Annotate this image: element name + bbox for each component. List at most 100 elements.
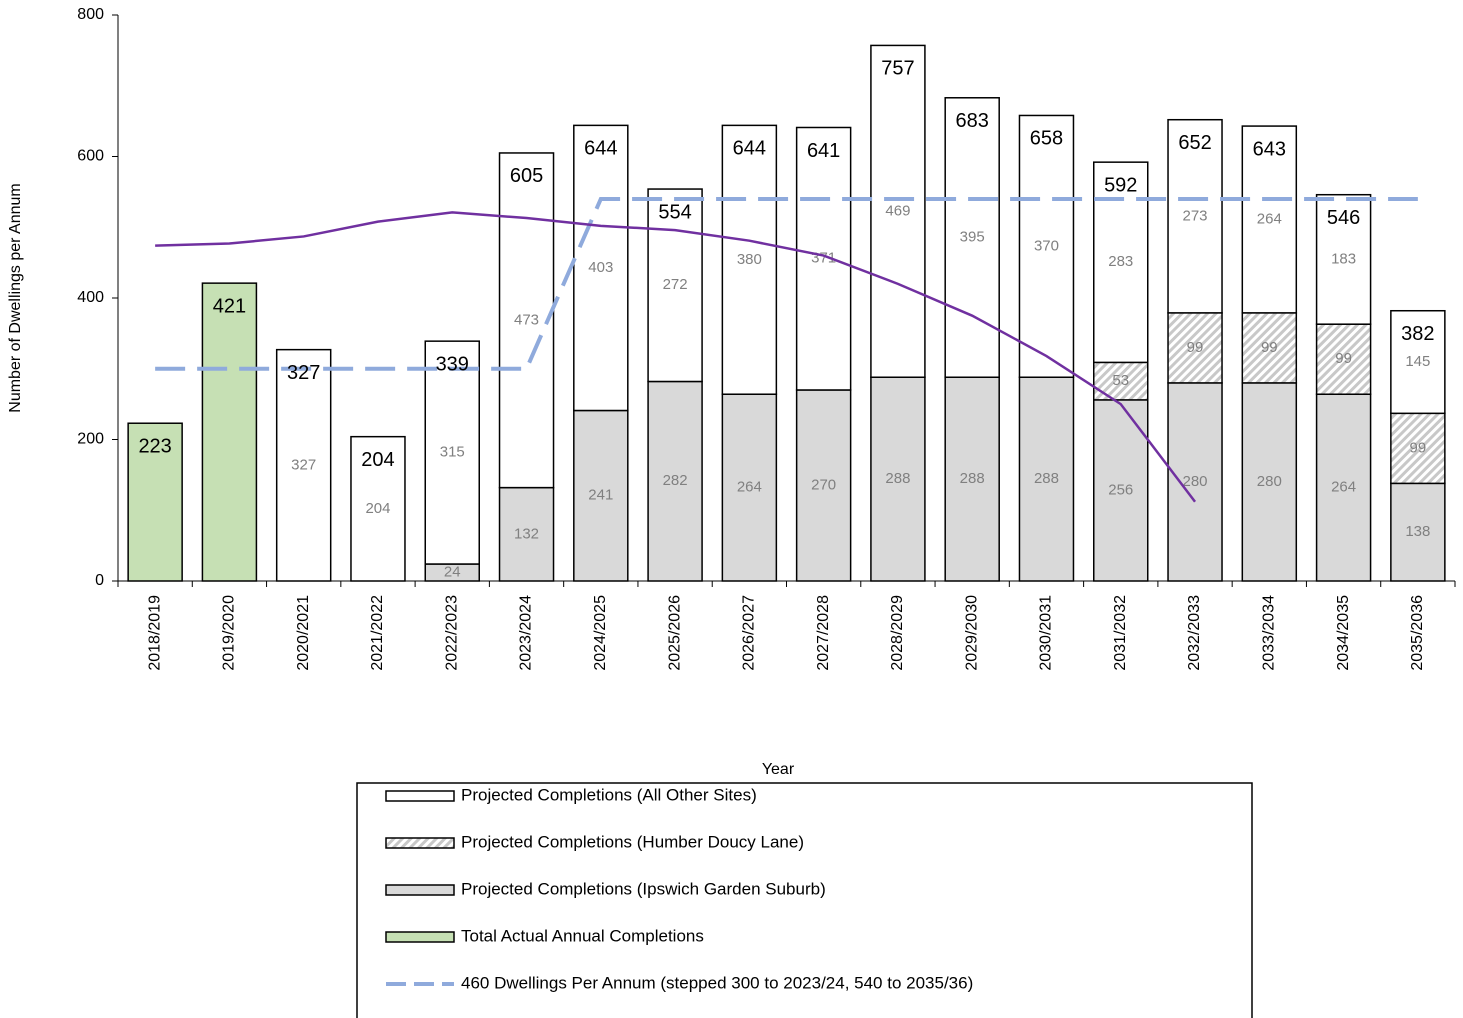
total-label: 546 <box>1327 207 1360 229</box>
total-label: 204 <box>361 449 394 471</box>
segment-label: 288 <box>885 470 910 487</box>
trend-line <box>155 211 1197 503</box>
bar-segment <box>944 97 1000 378</box>
x-tick-label: 2019/2020 <box>221 595 238 671</box>
segment-label: 145 <box>1405 353 1430 370</box>
segment-label: 132 <box>514 525 539 542</box>
bar-segment <box>1093 399 1149 582</box>
bar-segment <box>795 126 852 391</box>
legend-swatch <box>385 837 455 849</box>
segment-label: 272 <box>663 276 688 293</box>
bar-segment <box>1167 312 1223 384</box>
bar-segment <box>1093 161 1149 364</box>
total-label: 757 <box>881 58 914 80</box>
segment-label: 24 <box>444 563 461 580</box>
segment-label: 99 <box>1261 339 1278 356</box>
segment-label: 264 <box>1257 210 1282 227</box>
segment-label: 282 <box>663 472 688 489</box>
y-tick-label: 800 <box>77 6 104 23</box>
x-tick-label: 2026/2027 <box>741 595 758 671</box>
bar-segment <box>870 44 926 378</box>
bar-segment <box>424 340 480 565</box>
x-tick-label: 2028/2029 <box>889 595 906 671</box>
legend-swatch <box>385 884 455 896</box>
x-tick-label: 2022/2023 <box>443 595 460 671</box>
y-tick-label: 0 <box>95 572 104 589</box>
total-label: 652 <box>1178 132 1211 154</box>
total-label: 644 <box>584 138 617 160</box>
legend-label: Projected Completions (All Other Sites) <box>461 785 757 804</box>
segment-label: 99 <box>1410 439 1427 456</box>
total-label: 554 <box>658 201 691 223</box>
total-label: 382 <box>1401 323 1434 345</box>
segment-label: 99 <box>1335 350 1352 367</box>
bar-segment <box>573 409 629 582</box>
bar-segment <box>721 393 778 582</box>
segment-label: 256 <box>1108 481 1133 498</box>
segment-label: 380 <box>737 251 762 268</box>
segment-label: 273 <box>1183 207 1208 224</box>
bar-segment <box>275 348 332 582</box>
x-tick-label: 2029/2030 <box>963 595 980 671</box>
total-label: 643 <box>1253 138 1286 160</box>
x-tick-label: 2020/2021 <box>295 595 312 671</box>
segment-label: 327 <box>291 456 316 473</box>
x-tick-label: 2030/2031 <box>1038 595 1055 671</box>
legend-label: Projected Completions (Ipswich Garden Su… <box>461 879 826 898</box>
bar-segment <box>944 376 1000 582</box>
segment-label: 473 <box>514 311 539 328</box>
x-tick-label: 2024/2025 <box>592 595 609 671</box>
y-tick-label: 600 <box>77 148 104 165</box>
legend-swatch <box>385 931 455 943</box>
total-label: 223 <box>138 436 171 458</box>
bar-segment <box>1315 393 1372 582</box>
segment-label: 280 <box>1257 473 1282 490</box>
x-axis-label: Year <box>762 761 795 778</box>
bar-segment <box>1167 118 1223 314</box>
segment-label: 53 <box>1112 372 1129 389</box>
y-axis-label: Number of Dwellings per Annum <box>7 183 24 412</box>
bar-segment <box>350 435 406 582</box>
bar-segment <box>795 389 852 582</box>
total-label: 421 <box>213 295 246 317</box>
bar-segment <box>127 422 183 582</box>
total-label: 683 <box>956 110 989 132</box>
segment-label: 403 <box>588 259 613 276</box>
segment-label: 283 <box>1108 253 1133 270</box>
legend-label: Total Actual Annual Completions <box>461 926 704 945</box>
legend-swatch <box>385 790 455 802</box>
x-tick-label: 2021/2022 <box>369 595 386 671</box>
segment-label: 138 <box>1405 523 1430 540</box>
total-label: 339 <box>436 353 469 375</box>
segment-label: 370 <box>1034 237 1059 254</box>
x-tick-label: 2023/2024 <box>518 595 535 671</box>
total-label: 641 <box>807 140 840 162</box>
x-tick-label: 2018/2019 <box>146 595 163 671</box>
segment-label: 264 <box>737 479 762 496</box>
segment-label: 395 <box>960 228 985 245</box>
segment-label: 241 <box>588 487 613 504</box>
bar-segment <box>647 188 703 383</box>
total-label: 327 <box>287 362 320 384</box>
segment-label: 183 <box>1331 250 1356 267</box>
x-tick-label: 2034/2035 <box>1335 595 1352 671</box>
segment-label: 469 <box>885 202 910 219</box>
segment-label: 288 <box>960 470 985 487</box>
target-line <box>155 196 1418 371</box>
total-label: 658 <box>1030 128 1063 150</box>
x-tick-label: 2033/2034 <box>1261 595 1278 671</box>
bar-segment <box>1390 309 1446 415</box>
total-label: 592 <box>1104 174 1137 196</box>
segment-label: 270 <box>811 476 836 493</box>
segment-label: 288 <box>1034 470 1059 487</box>
y-tick-label: 400 <box>77 289 104 306</box>
bar-segment <box>1167 382 1223 582</box>
total-label: 644 <box>733 138 766 160</box>
bar-segment <box>1241 125 1298 314</box>
bar-segment <box>1241 382 1298 582</box>
segment-label: 204 <box>365 500 390 517</box>
legend-label: Projected Completions (Humber Doucy Lane… <box>461 832 804 851</box>
legend-label: 460 Dwellings Per Annum (stepped 300 to … <box>461 973 973 992</box>
bar-segment <box>1390 412 1446 485</box>
